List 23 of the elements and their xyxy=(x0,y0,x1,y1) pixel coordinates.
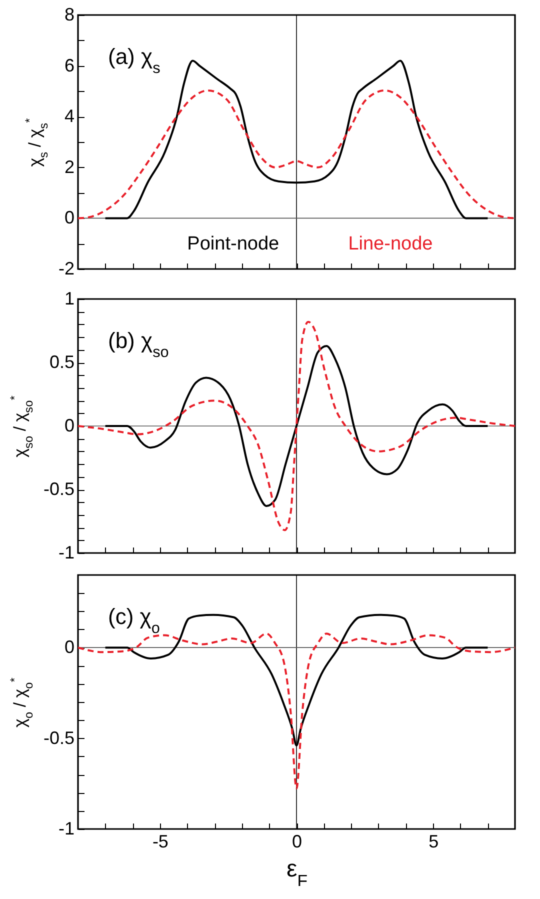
y-tick-label: -1 xyxy=(58,818,74,838)
text: Point-node xyxy=(187,234,280,255)
x-tick-label: 5 xyxy=(428,832,439,852)
y-tick-label: 2 xyxy=(64,156,74,177)
x-tick-label: 0 xyxy=(292,832,302,852)
annotation: (a) χ$_{s}$ xyxy=(108,44,161,76)
y-tick-label: 0.5 xyxy=(49,352,74,372)
y-tick-label: -0.5 xyxy=(43,728,74,748)
annotation: (b) χ$_{so}$ xyxy=(108,328,169,360)
y-tick-label: -1 xyxy=(58,542,74,562)
x-axis-title: ε$_{F}$ xyxy=(286,856,308,890)
annotation: (c) χ$_{o}$ xyxy=(108,604,160,636)
y-tick-label: 4 xyxy=(64,106,74,126)
y-tick-label: -0.5 xyxy=(43,479,74,499)
x-tick-label: -5 xyxy=(152,832,168,852)
y-tick-label: 0 xyxy=(64,416,74,436)
y-tick-label: 0 xyxy=(64,208,74,228)
text: Line-node xyxy=(348,234,433,255)
y-tick-label: 6 xyxy=(64,55,74,76)
y-tick-label: 1 xyxy=(64,288,74,308)
y-tick-label: -2 xyxy=(58,258,74,278)
y-tick-label: 0 xyxy=(64,637,74,658)
y-tick-label: 8 xyxy=(64,4,74,24)
